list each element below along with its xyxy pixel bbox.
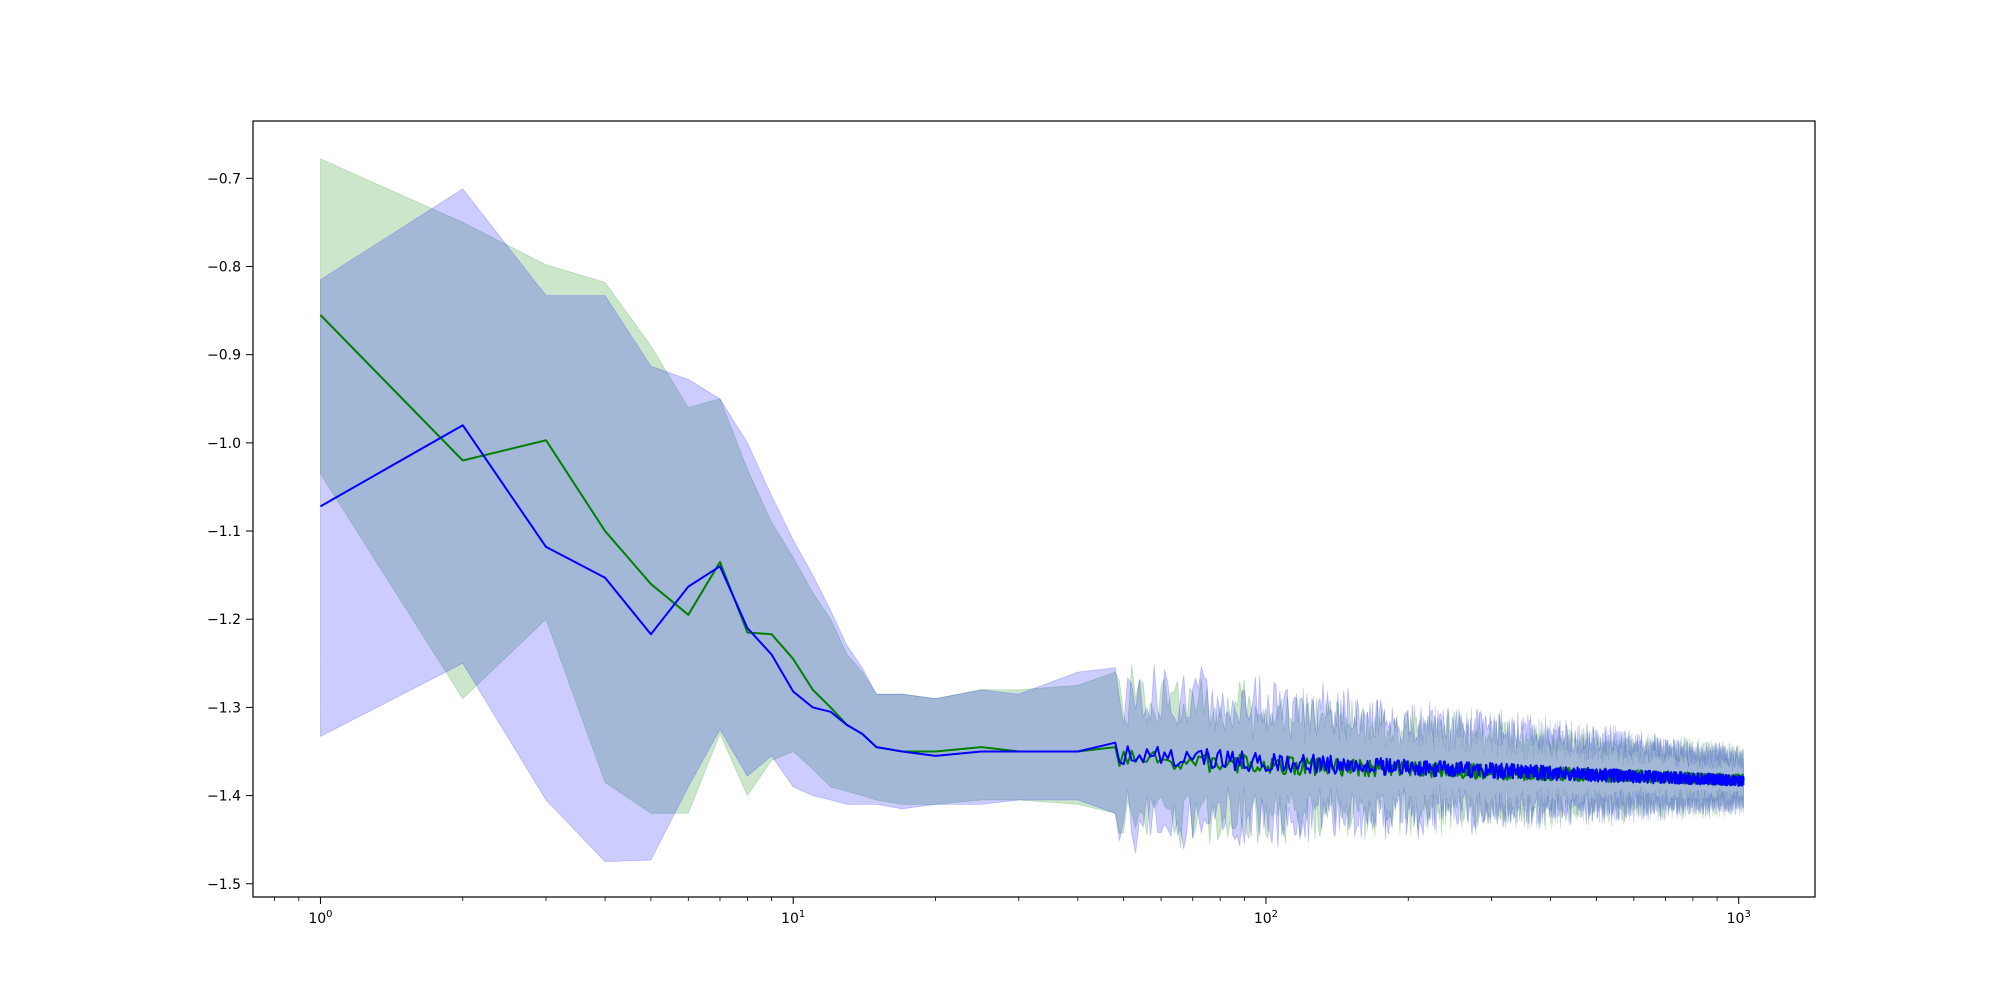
y-axis: −0.7 −0.8 −0.9 −1.0 −1.1 −1.2 −1.3 −1.4 −1.5 xyxy=(207,171,253,893)
axes-frame xyxy=(252,120,1816,898)
y-tick-label: −0.8 xyxy=(207,260,241,276)
series-1-line xyxy=(319,424,1745,787)
y-tick-label: −1.1 xyxy=(207,524,241,540)
series-0-confidence-band xyxy=(320,158,1744,849)
x-tick-label: 102 xyxy=(1254,909,1278,927)
y-tick-label: −0.9 xyxy=(207,348,241,364)
y-tick-label: −1.4 xyxy=(207,789,241,805)
x-axis: 100 101 102 103 xyxy=(274,897,1751,927)
y-tick-label: −1.0 xyxy=(207,436,241,452)
y-tick-label: −1.3 xyxy=(207,700,241,716)
series-1-confidence-band xyxy=(320,188,1744,863)
y-tick-label: −1.2 xyxy=(207,612,241,628)
x-tick-label: 101 xyxy=(781,909,805,927)
x-tick-label: 103 xyxy=(1727,909,1751,927)
plot-area xyxy=(319,158,1745,863)
y-tick-label: −1.5 xyxy=(207,877,241,893)
x-tick-label: 100 xyxy=(308,909,332,927)
y-tick-label: −0.7 xyxy=(207,171,241,187)
